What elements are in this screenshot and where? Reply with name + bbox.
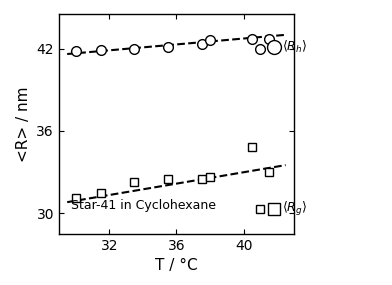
Text: Star-41 in Cyclohexane: Star-41 in Cyclohexane [71,199,216,212]
Text: $\langle R_g \rangle$: $\langle R_g \rangle$ [282,200,307,218]
X-axis label: T / °C: T / °C [155,258,198,273]
Text: $\langle R_h \rangle$: $\langle R_h \rangle$ [282,39,307,55]
Y-axis label: <R> / nm: <R> / nm [16,86,31,162]
